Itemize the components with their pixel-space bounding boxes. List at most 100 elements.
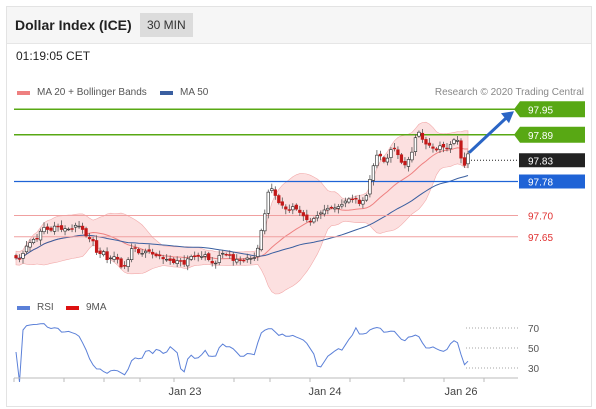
candle <box>31 237 36 245</box>
x-axis-label: Jan 23 <box>168 386 201 398</box>
candle <box>427 137 432 148</box>
candle <box>364 193 369 202</box>
rsi-swatch <box>17 305 30 310</box>
ma50-line <box>15 175 469 259</box>
candle-body <box>466 153 470 165</box>
candle <box>315 211 319 222</box>
candle-body <box>259 230 263 251</box>
level-label-support: 97.70 <box>528 212 553 223</box>
candle-body <box>382 157 386 162</box>
candle-body <box>49 227 53 231</box>
candle-body <box>350 198 355 201</box>
candle-body <box>101 251 106 256</box>
candle-body <box>228 254 232 256</box>
candle <box>378 150 383 161</box>
candle-body <box>189 255 193 260</box>
candle <box>217 250 221 266</box>
candle-body <box>326 207 330 211</box>
clock-time: 01:19:05 CET <box>16 49 91 63</box>
candle-body <box>343 200 347 204</box>
candle <box>389 147 393 163</box>
candle-body <box>193 255 197 258</box>
candle <box>396 146 400 159</box>
candle-body <box>161 257 165 260</box>
interval-badge[interactable]: 30 MIN <box>140 13 193 37</box>
candle <box>221 249 225 259</box>
candle <box>452 138 456 146</box>
candle <box>112 251 116 263</box>
candle-body <box>165 258 169 261</box>
candle <box>21 250 25 264</box>
candle-body <box>312 218 316 223</box>
level-label-resistance: 97.95 <box>528 105 553 116</box>
candle <box>336 204 340 214</box>
candle <box>312 216 316 224</box>
legend-ma50: MA 50 <box>160 87 208 98</box>
candle-body <box>126 259 130 267</box>
candle <box>38 228 43 246</box>
candle <box>49 226 53 233</box>
candle-body <box>340 204 344 207</box>
candle <box>189 254 193 262</box>
candle-body <box>420 132 425 140</box>
level-tag-pivot <box>519 174 585 189</box>
candle <box>280 197 284 209</box>
ma20-swatch <box>17 90 30 95</box>
candle <box>361 197 365 209</box>
price-panel: 97.95 97.89 97.83 97.78 97.70 97.65 <box>14 101 585 295</box>
candle <box>91 236 95 247</box>
candle <box>133 244 137 253</box>
candle-body <box>368 179 372 195</box>
rsi-level-label: 50 <box>528 344 540 355</box>
candle-body <box>431 146 435 149</box>
candle-body <box>224 254 228 256</box>
candle <box>333 203 337 213</box>
candle-body <box>84 228 88 237</box>
candle <box>448 141 453 154</box>
candle <box>294 203 298 211</box>
level-tag-resistance <box>514 101 585 118</box>
candle <box>322 204 326 217</box>
candle-body <box>291 206 295 211</box>
candle-body <box>284 206 288 210</box>
candle <box>319 210 323 220</box>
candle <box>270 183 274 194</box>
candle <box>172 257 176 265</box>
candle <box>193 251 197 261</box>
time-axis: Jan 23 Jan 24 Jan 26 <box>13 377 518 398</box>
candle-body <box>66 228 71 231</box>
candle <box>182 255 186 267</box>
candle-body <box>378 153 383 157</box>
candle-body <box>52 225 57 232</box>
forecast-arrow-head <box>501 111 514 124</box>
candle-body <box>294 204 298 210</box>
candle-body <box>427 142 432 146</box>
candle <box>158 250 162 260</box>
candle-body <box>24 245 29 253</box>
candle <box>382 155 386 164</box>
candle <box>343 197 347 208</box>
candle-body <box>266 191 270 214</box>
candle <box>165 254 169 262</box>
candle-body <box>98 250 102 255</box>
candle-body <box>21 253 25 259</box>
x-axis-label: Jan 24 <box>308 386 341 398</box>
candle <box>45 223 50 234</box>
level-label-pivot: 97.78 <box>528 178 553 189</box>
candle-body <box>448 144 453 150</box>
candle-body <box>35 237 39 240</box>
candle <box>326 204 330 215</box>
candle-body <box>389 149 393 158</box>
candle-body <box>319 212 323 215</box>
candle <box>375 150 379 169</box>
candle-body <box>305 214 309 221</box>
candle-body <box>252 257 256 259</box>
candle-body <box>256 247 260 257</box>
candle <box>455 136 460 145</box>
candle <box>122 261 127 270</box>
candle-body <box>403 161 407 166</box>
candle-body <box>361 200 365 205</box>
candle <box>140 249 144 257</box>
candle-body <box>182 260 186 265</box>
